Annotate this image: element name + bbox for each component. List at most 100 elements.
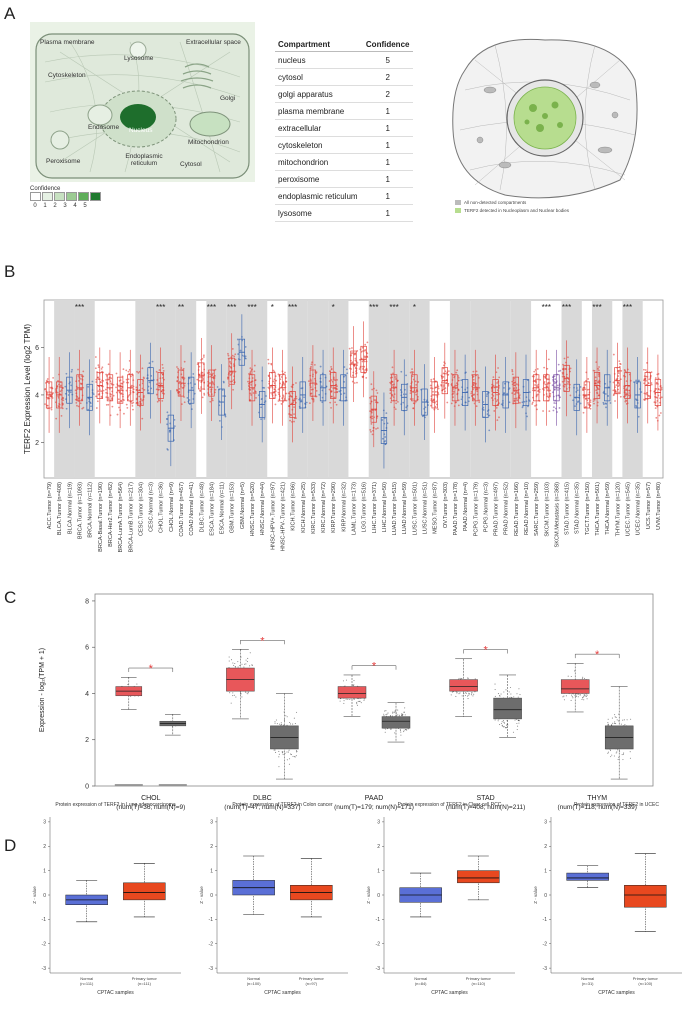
data-point bbox=[500, 722, 502, 724]
label-cytosol: Cytosol bbox=[180, 161, 202, 168]
data-point bbox=[513, 384, 516, 387]
data-point bbox=[162, 369, 165, 372]
data-point bbox=[514, 719, 516, 721]
data-point bbox=[445, 382, 448, 384]
data-point bbox=[293, 406, 295, 408]
data-point bbox=[61, 387, 64, 389]
compartment-row: endoplasmic reticulum 1 bbox=[275, 187, 413, 205]
data-point bbox=[551, 384, 554, 387]
data-point bbox=[450, 373, 453, 375]
confidence-scale-0: 0 bbox=[33, 203, 37, 209]
group-label: Normal bbox=[581, 976, 594, 981]
data-point bbox=[234, 370, 237, 373]
data-point bbox=[629, 757, 631, 759]
data-point bbox=[414, 380, 417, 383]
data-point bbox=[553, 385, 556, 388]
group-n-label: (n=100) bbox=[638, 981, 653, 986]
data-point bbox=[282, 724, 284, 726]
data-point bbox=[513, 377, 516, 380]
data-point bbox=[356, 701, 358, 703]
data-point bbox=[178, 380, 181, 383]
data-point bbox=[553, 402, 556, 404]
data-point bbox=[79, 402, 82, 405]
data-point bbox=[403, 731, 405, 733]
data-point bbox=[211, 399, 214, 402]
data-point bbox=[120, 387, 123, 390]
data-point bbox=[132, 401, 135, 404]
data-point bbox=[579, 402, 582, 405]
data-point bbox=[161, 399, 164, 402]
data-point bbox=[546, 385, 549, 388]
data-point bbox=[498, 416, 500, 419]
data-point bbox=[359, 358, 361, 361]
label-lysosome: Lysosome bbox=[124, 55, 154, 62]
group-n-label: (n=84) bbox=[415, 981, 427, 986]
data-point bbox=[285, 399, 288, 402]
data-point bbox=[277, 391, 280, 394]
data-point bbox=[369, 428, 372, 431]
data-point bbox=[381, 419, 384, 421]
y-axis-label: Z - value bbox=[533, 886, 538, 904]
data-point bbox=[254, 392, 257, 394]
data-point bbox=[230, 659, 233, 661]
data-point bbox=[393, 406, 396, 409]
data-point bbox=[605, 406, 607, 409]
data-point bbox=[574, 670, 576, 672]
data-point bbox=[383, 713, 385, 715]
data-point bbox=[625, 388, 628, 391]
data-point bbox=[49, 395, 52, 398]
data-point bbox=[391, 376, 394, 379]
data-point bbox=[295, 750, 298, 752]
significance-mark: *** bbox=[75, 303, 84, 312]
green-swatch bbox=[455, 208, 461, 214]
data-point bbox=[625, 380, 628, 383]
data-point bbox=[404, 393, 407, 396]
category-sublabel: (num(T)=36; num(N)=9) bbox=[116, 804, 185, 811]
data-point bbox=[101, 366, 104, 369]
data-point bbox=[510, 693, 512, 695]
box bbox=[449, 679, 478, 692]
data-point bbox=[330, 365, 333, 368]
compartment-name: nucleus bbox=[275, 51, 363, 69]
data-point bbox=[245, 663, 247, 665]
data-point bbox=[456, 692, 458, 694]
data-point bbox=[348, 347, 351, 350]
data-point bbox=[286, 751, 288, 753]
data-point bbox=[263, 418, 266, 420]
data-point bbox=[415, 383, 418, 386]
data-point bbox=[391, 366, 394, 369]
data-point bbox=[659, 412, 662, 414]
data-point bbox=[284, 371, 286, 374]
compartment-confidence: 1 bbox=[362, 136, 413, 154]
data-point bbox=[617, 385, 620, 388]
data-point bbox=[100, 395, 103, 398]
panel-d-letter: D bbox=[4, 836, 17, 855]
data-point bbox=[456, 691, 458, 693]
data-point bbox=[386, 422, 389, 425]
data-point bbox=[432, 398, 435, 401]
y-tick-label: -2 bbox=[543, 942, 548, 948]
data-point bbox=[158, 382, 161, 385]
data-point bbox=[282, 388, 285, 391]
data-point bbox=[595, 389, 598, 392]
data-point bbox=[143, 388, 146, 391]
significance-mark: *** bbox=[592, 303, 601, 312]
data-point bbox=[376, 392, 379, 394]
compartment-confidence: 1 bbox=[362, 119, 413, 137]
data-point bbox=[336, 385, 338, 388]
data-point bbox=[543, 366, 546, 369]
data-point bbox=[274, 721, 276, 723]
compartment-name: plasma membrane bbox=[275, 102, 363, 120]
data-point bbox=[385, 710, 387, 712]
data-point bbox=[167, 448, 169, 451]
data-point bbox=[162, 367, 164, 369]
data-point bbox=[625, 403, 628, 405]
data-point bbox=[56, 385, 59, 387]
data-point bbox=[567, 675, 569, 677]
data-point bbox=[391, 393, 394, 396]
data-point bbox=[293, 420, 295, 423]
data-point bbox=[273, 749, 275, 751]
data-point bbox=[617, 758, 619, 760]
data-point bbox=[288, 758, 291, 760]
data-point bbox=[506, 724, 508, 726]
